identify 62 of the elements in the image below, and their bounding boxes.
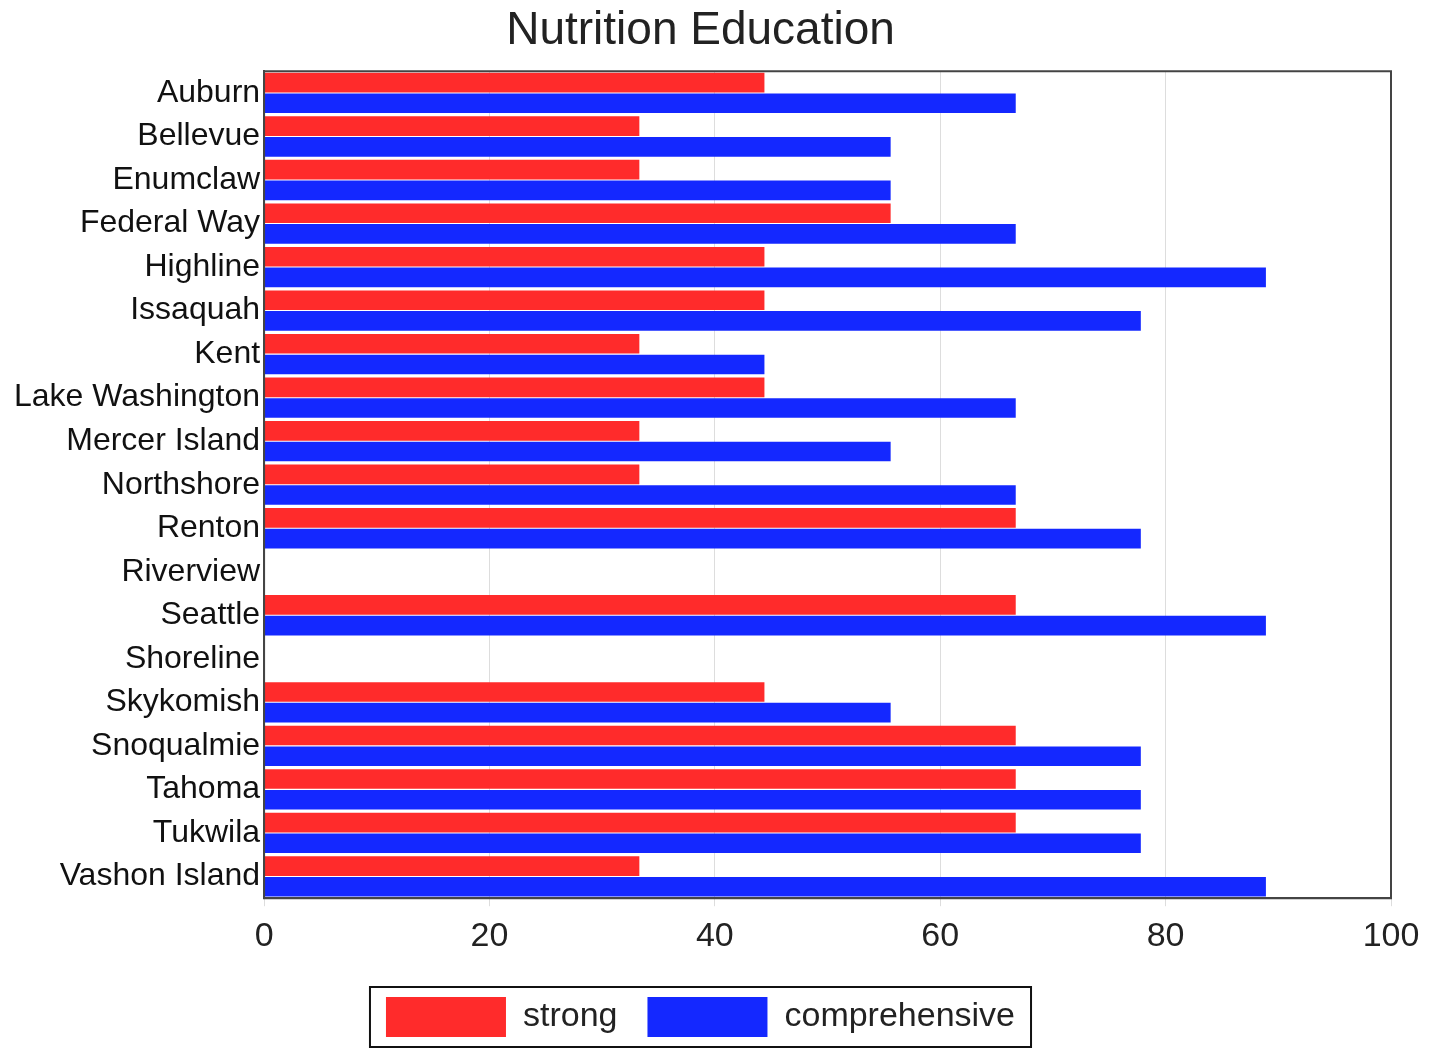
bar: [264, 203, 891, 224]
chart-title: Nutrition Education: [506, 2, 895, 55]
y-tick-label: Tukwila: [152, 812, 261, 849]
bar: [264, 464, 640, 485]
bar: [264, 682, 765, 702]
y-tick-label: Auburn: [156, 72, 261, 109]
bar: [264, 246, 765, 267]
bar: [264, 421, 640, 441]
x-tick-label: 40: [695, 914, 734, 953]
y-tick-label: Vashon Island: [59, 856, 261, 893]
bar: [264, 615, 1266, 636]
bar: [264, 333, 640, 354]
bar: [264, 267, 1266, 288]
y-tick-label: Tahoma: [146, 769, 261, 806]
bar: [264, 159, 640, 180]
x-tick-label: 20: [470, 914, 509, 953]
bar: [264, 441, 891, 462]
y-tick-label: Issaquah: [130, 290, 261, 327]
legend-label: strong: [522, 995, 618, 1034]
y-tick-label: Federal Way: [79, 203, 261, 240]
y-tick-label: Shoreline: [124, 638, 261, 675]
bar: [264, 311, 1141, 331]
bar: [264, 508, 1016, 528]
bar: [264, 789, 1141, 810]
y-tick-label: Lake Washington: [14, 377, 261, 414]
x-tick-label: 80: [1146, 914, 1185, 953]
y-tick-label: Bellevue: [137, 116, 261, 153]
bar: [264, 93, 1016, 114]
y-tick-label: Snoqualmie: [91, 725, 261, 762]
y-tick-label: Renton: [156, 508, 261, 545]
bar: [264, 398, 1016, 418]
bar: [264, 702, 891, 723]
y-tick-label: Riverview: [121, 551, 261, 588]
bar: [264, 595, 1016, 615]
y-tick-label: Skykomish: [105, 682, 261, 719]
bar: [264, 224, 1016, 244]
bar: [264, 180, 891, 201]
bar: [264, 746, 1141, 767]
legend-label: comprehensive: [784, 995, 1016, 1034]
y-tick-label: Seattle: [160, 595, 261, 632]
bar: [264, 876, 1266, 897]
bar: [264, 137, 891, 157]
bar: [264, 116, 640, 136]
y-tick-label: Highline: [144, 246, 261, 283]
bar: [264, 528, 1141, 549]
x-tick-label: 60: [921, 914, 960, 953]
y-tick-label: Mercer Island: [66, 421, 261, 457]
x-tick-label: 0: [254, 914, 274, 953]
bar: [264, 377, 765, 398]
bar: [264, 354, 765, 375]
bar: [264, 856, 640, 876]
bar: [264, 290, 765, 311]
bar: [264, 725, 1016, 746]
bar: [264, 769, 1016, 789]
bar: [264, 833, 1141, 854]
y-tick-label: Kent: [194, 333, 261, 370]
bar: [264, 812, 1016, 833]
bar: [264, 485, 1016, 505]
bar: [264, 72, 765, 93]
x-tick-label: 100: [1362, 914, 1420, 953]
y-tick-label: Northshore: [101, 464, 261, 501]
y-tick-label: Enumclaw: [112, 159, 261, 196]
